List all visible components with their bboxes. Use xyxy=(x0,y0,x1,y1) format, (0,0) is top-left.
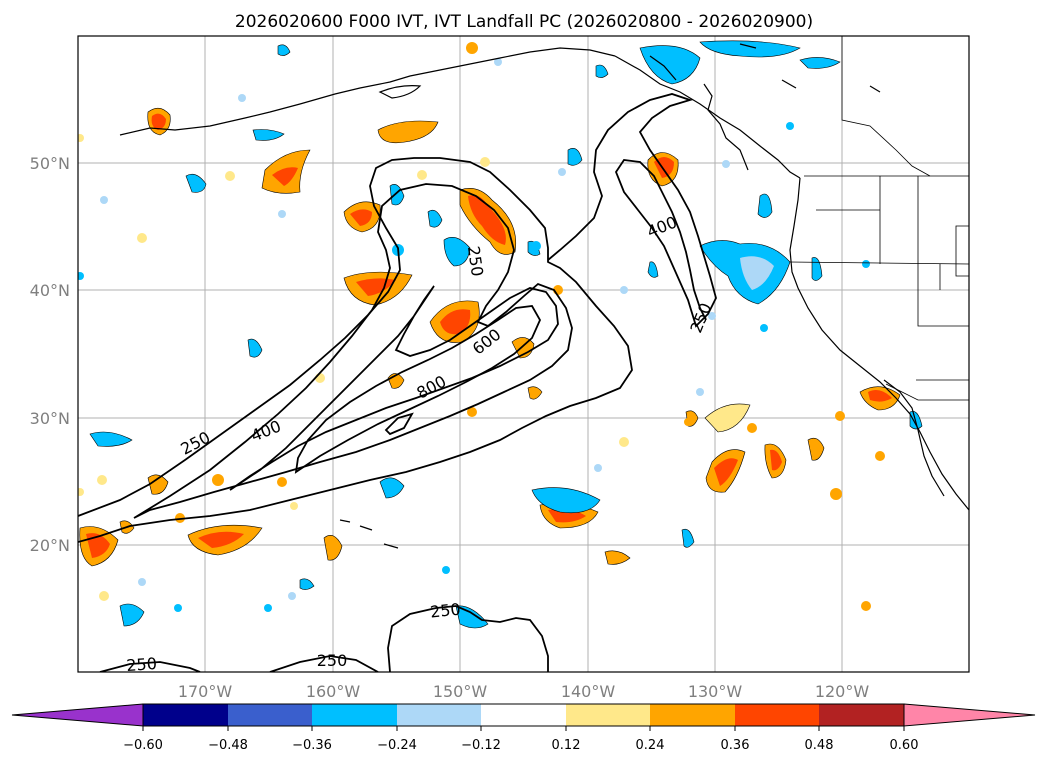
colorbar: −0.60 −0.48 −0.36 −0.24 −0.12 0.12 0.24 … xyxy=(11,703,1036,753)
contour-south-1 xyxy=(387,605,549,672)
figure-title: 2026020600 F000 IVT, IVT Landfall PC (20… xyxy=(235,12,813,32)
colorbar-tick-label: −0.12 xyxy=(461,738,501,753)
latitude-labels: 50°N 40°N 30°N 20°N xyxy=(30,154,70,555)
colorbar-segment xyxy=(735,704,819,726)
lat-label: 30°N xyxy=(30,409,70,428)
political-borders xyxy=(789,36,969,401)
colorbar-segment xyxy=(228,704,312,726)
contour-label: 250 xyxy=(126,654,158,675)
colorbar-segment xyxy=(566,704,650,726)
lon-label: 130°W xyxy=(688,682,743,701)
lon-label: 170°W xyxy=(178,682,233,701)
coastlines xyxy=(119,43,969,549)
longitude-labels: 170°W 160°W 150°W 140°W 130°W 120°W xyxy=(178,682,870,701)
map-area: 250 400 250 600 800 400 250 250 250 250 xyxy=(78,36,969,675)
colorbar-tick-label: −0.60 xyxy=(123,738,163,753)
negative-patches xyxy=(89,40,923,629)
pc-filled-regions xyxy=(78,40,923,629)
contour-label: 400 xyxy=(248,416,283,445)
colorbar-segment xyxy=(143,704,228,726)
colorbar-tick-label: 0.12 xyxy=(552,738,581,753)
contour-800-inner xyxy=(384,412,414,436)
lat-label: 40°N xyxy=(30,281,70,300)
colorbar-segment xyxy=(650,704,735,726)
colorbar-tick-label: 0.24 xyxy=(636,738,665,753)
lon-label: 140°W xyxy=(561,682,616,701)
colorbar-tick-label: −0.48 xyxy=(208,738,248,753)
ivt-contours xyxy=(78,93,717,672)
contour-south-2 xyxy=(269,655,379,672)
colorbar-segment xyxy=(819,704,904,726)
lat-label: 20°N xyxy=(30,536,70,555)
small-patches xyxy=(78,42,885,612)
lon-label: 120°W xyxy=(815,682,870,701)
colorbar-segment xyxy=(481,704,566,726)
contour-label: 250 xyxy=(317,651,348,670)
colorbar-tick-label: −0.36 xyxy=(292,738,332,753)
contour-800 xyxy=(294,305,542,474)
contour-label: 250 xyxy=(429,599,461,621)
colorbar-tick-label: 0.60 xyxy=(890,738,919,753)
contour-label: 250 xyxy=(686,300,715,335)
colorbar-extend-right xyxy=(903,703,1036,727)
colorbar-frame xyxy=(142,703,905,727)
map-frame xyxy=(77,35,970,673)
contour-south-3 xyxy=(99,661,201,672)
contour-label: 250 xyxy=(177,428,213,459)
colorbar-tick-label: −0.24 xyxy=(377,738,417,753)
colorbar-tick-label: 0.48 xyxy=(805,738,834,753)
contour-northeast xyxy=(547,93,717,328)
colorbar-segment xyxy=(312,704,397,726)
lat-label: 50°N xyxy=(30,154,70,173)
colorbar-segment xyxy=(397,704,481,726)
colorbar-ticks xyxy=(142,726,905,731)
colorbar-extend-left xyxy=(11,703,144,727)
contour-250-main xyxy=(78,157,633,543)
lon-label: 150°W xyxy=(433,682,488,701)
lon-label: 160°W xyxy=(306,682,361,701)
contour-label: 250 xyxy=(464,245,487,278)
contour-600 xyxy=(229,285,559,491)
colorbar-tick-label: 0.36 xyxy=(721,738,750,753)
contour-label: 800 xyxy=(413,372,449,403)
contour-400 xyxy=(133,183,573,519)
